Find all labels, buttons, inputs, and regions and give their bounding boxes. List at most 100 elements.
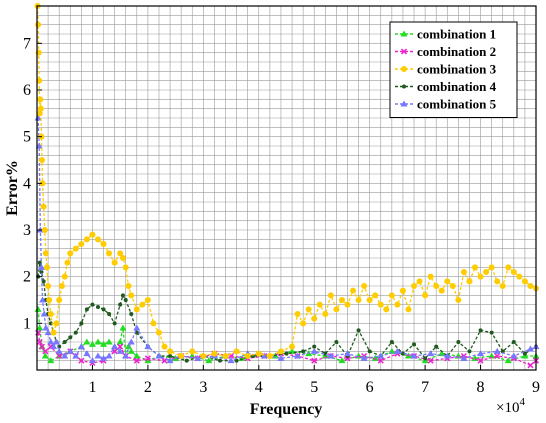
y-tick-label: 5	[23, 129, 31, 146]
data-point	[338, 357, 346, 364]
data-point	[478, 328, 483, 333]
data-point	[64, 259, 71, 266]
data-point	[34, 305, 42, 312]
data-point	[255, 350, 262, 357]
data-point	[389, 340, 394, 344]
data-point	[161, 357, 168, 364]
legend-entry: combination 4	[395, 79, 497, 94]
data-point	[310, 347, 318, 354]
data-point	[423, 356, 428, 361]
data-point	[311, 357, 318, 364]
data-point	[166, 357, 174, 364]
data-point	[41, 352, 49, 359]
data-point	[422, 292, 429, 299]
data-point	[116, 347, 124, 354]
data-point	[50, 329, 57, 336]
data-point	[371, 354, 379, 361]
data-point	[42, 250, 49, 257]
data-point	[427, 273, 434, 280]
data-point	[83, 236, 90, 243]
data-point	[168, 354, 173, 358]
data-point	[400, 100, 408, 107]
x-axis-label: Frequency	[250, 401, 323, 418]
data-point	[122, 352, 130, 359]
data-point	[89, 231, 96, 238]
data-point	[105, 352, 113, 359]
data-point	[47, 311, 54, 317]
data-point	[72, 352, 80, 359]
data-point	[343, 350, 351, 357]
data-point	[294, 352, 302, 359]
data-point	[39, 296, 47, 303]
data-point	[46, 297, 53, 303]
data-point	[133, 352, 141, 359]
data-point	[42, 324, 50, 331]
data-point	[355, 297, 362, 303]
data-point	[402, 84, 406, 89]
y-tick-label: 2	[23, 269, 31, 286]
data-point	[460, 269, 467, 275]
data-point	[124, 343, 132, 350]
data-point	[399, 287, 406, 294]
data-point	[338, 297, 345, 303]
data-point	[55, 347, 63, 354]
y-tick-label: 1	[23, 315, 31, 332]
data-point	[38, 343, 46, 350]
data-point	[101, 307, 106, 312]
data-point	[67, 250, 74, 257]
data-point	[467, 349, 472, 354]
data-point	[322, 311, 329, 317]
data-point	[117, 250, 124, 257]
legend: combination 1 combination 2 combination 3 c…	[389, 21, 518, 118]
data-point	[56, 297, 63, 303]
data-point	[427, 357, 434, 364]
data-point	[366, 297, 373, 303]
data-point	[456, 340, 461, 344]
data-point	[294, 311, 301, 317]
data-point	[394, 301, 401, 308]
data-point	[47, 357, 55, 364]
data-point	[127, 347, 135, 354]
data-point	[36, 338, 43, 346]
data-point	[56, 352, 63, 360]
legend-entry: combination 5	[395, 97, 497, 112]
data-point	[127, 338, 135, 345]
data-point	[327, 352, 335, 359]
data-point	[155, 352, 163, 359]
data-point	[494, 352, 501, 360]
data-point	[144, 297, 151, 303]
data-point	[128, 292, 135, 299]
data-point	[73, 330, 78, 335]
data-point	[62, 340, 67, 344]
data-point	[129, 312, 134, 316]
data-point	[488, 352, 496, 359]
data-point	[119, 255, 126, 261]
data-point	[377, 357, 384, 364]
data-point	[111, 259, 118, 266]
data-point	[122, 264, 129, 271]
data-point	[39, 270, 44, 274]
data-point	[300, 320, 307, 327]
data-point	[227, 357, 235, 364]
data-point	[361, 283, 368, 289]
series-line	[36, 5, 537, 357]
data-point	[489, 330, 494, 335]
data-point	[41, 279, 46, 284]
x-tick-label: 6	[366, 379, 374, 396]
data-point	[167, 348, 174, 355]
data-point	[372, 292, 379, 299]
legend-label: combination 2	[417, 44, 496, 59]
data-point	[84, 307, 89, 312]
data-point	[233, 348, 240, 355]
data-point	[350, 287, 357, 294]
data-point	[410, 352, 418, 359]
data-point	[34, 114, 42, 121]
y-axis-label: Error%	[4, 160, 21, 216]
data-point	[289, 343, 296, 350]
data-point	[100, 241, 107, 247]
data-point	[301, 349, 306, 354]
data-point	[95, 305, 100, 309]
x-multiplier-base: ×10	[496, 400, 519, 416]
y-tick-label: 3	[23, 222, 31, 239]
data-point	[526, 345, 534, 352]
